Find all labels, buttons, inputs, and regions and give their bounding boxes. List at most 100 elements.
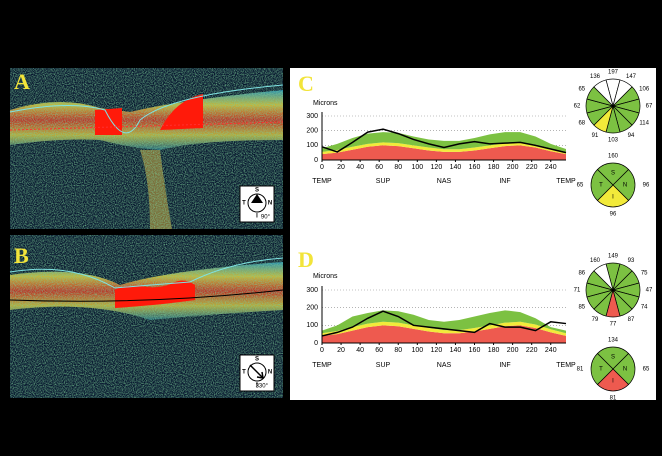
norm-band bbox=[322, 132, 566, 152]
x-tick-label: 180 bbox=[488, 347, 500, 354]
x-tick-label: 80 bbox=[394, 164, 402, 171]
quadrant-value: 81 bbox=[610, 396, 617, 402]
quadrant-sector bbox=[596, 346, 630, 370]
x-tick-label: 0 bbox=[320, 347, 324, 354]
clock-value: 160 bbox=[590, 258, 601, 264]
clock-sector bbox=[593, 263, 614, 292]
panel-letter: D bbox=[298, 247, 314, 272]
compass-label: N bbox=[268, 201, 272, 207]
clock-value: 62 bbox=[574, 104, 581, 110]
quadrant-value: 65 bbox=[643, 367, 650, 373]
y-tick-label: 100 bbox=[306, 142, 318, 149]
x-tick-label: 120 bbox=[431, 347, 443, 354]
x-tick-label: 40 bbox=[356, 164, 364, 171]
norm-band bbox=[322, 145, 566, 160]
scan-angle: 90° bbox=[261, 215, 271, 221]
y-tick-label: 200 bbox=[306, 305, 318, 312]
thickness-line bbox=[321, 310, 567, 337]
clock-sector bbox=[593, 79, 614, 108]
x-tick-label: 200 bbox=[507, 164, 519, 171]
quadrant-value: 134 bbox=[608, 338, 619, 344]
y-tick-label: 300 bbox=[306, 113, 318, 120]
x-tick-label: 40 bbox=[356, 347, 364, 354]
quadrant-letter: T bbox=[599, 183, 603, 189]
y-axis-label: Microns bbox=[313, 100, 338, 107]
x-tick-label: 140 bbox=[450, 347, 462, 354]
x-tick-label: 160 bbox=[469, 347, 481, 354]
quadrant-letter: S bbox=[611, 354, 615, 360]
region-label: NAS bbox=[437, 178, 452, 185]
x-tick-label: 240 bbox=[545, 347, 557, 354]
quadrant-sector bbox=[590, 168, 614, 202]
oct-scan-b bbox=[9, 235, 284, 398]
region-label: SUP bbox=[376, 178, 391, 185]
region-label: SUP bbox=[376, 362, 391, 369]
y-tick-label: 300 bbox=[306, 287, 318, 294]
compass-label: S bbox=[255, 188, 259, 194]
y-tick-label: 200 bbox=[306, 128, 318, 135]
y-axis-label: Microns bbox=[313, 273, 338, 280]
region-label: INF bbox=[499, 178, 510, 185]
quadrant-letter: N bbox=[623, 183, 627, 189]
x-tick-label: 100 bbox=[411, 164, 423, 171]
region-label: TEMP bbox=[312, 362, 332, 369]
quadrant-value: 160 bbox=[608, 154, 619, 160]
quadrant-sector bbox=[612, 352, 636, 386]
clock-value: 147 bbox=[626, 74, 637, 80]
quadrant-sector bbox=[596, 162, 630, 186]
quadrant-sector bbox=[590, 352, 614, 386]
clock-value: 149 bbox=[608, 254, 619, 260]
oct-scan-a bbox=[9, 68, 284, 229]
x-tick-label: 20 bbox=[337, 164, 345, 171]
region-label: NAS bbox=[437, 362, 452, 369]
quadrant-letter: S bbox=[611, 170, 615, 176]
region-label: INF bbox=[499, 362, 510, 369]
compass-label: I bbox=[256, 383, 258, 389]
norm-band bbox=[322, 321, 566, 336]
clock-value: 91 bbox=[592, 133, 599, 139]
quadrant-letter: I bbox=[612, 379, 614, 385]
quadrant-value: 96 bbox=[643, 183, 650, 189]
x-tick-label: 220 bbox=[526, 164, 538, 171]
x-tick-label: 20 bbox=[337, 347, 345, 354]
region-label: TEMP bbox=[312, 178, 332, 185]
x-tick-label: 100 bbox=[411, 347, 423, 354]
quadrant-sector bbox=[596, 184, 630, 208]
x-tick-label: 240 bbox=[545, 164, 557, 171]
quadrant-letter: I bbox=[612, 195, 614, 201]
clock-value: 65 bbox=[578, 87, 585, 93]
clock-value: 94 bbox=[628, 133, 635, 139]
clock-value: 136 bbox=[590, 74, 601, 80]
compass-label: N bbox=[268, 370, 272, 376]
clock-value: 67 bbox=[646, 104, 653, 110]
clock-value: 197 bbox=[608, 70, 619, 76]
x-tick-label: 80 bbox=[394, 347, 402, 354]
clock-value: 93 bbox=[628, 258, 635, 264]
x-tick-label: 60 bbox=[375, 164, 383, 171]
x-tick-label: 220 bbox=[526, 347, 538, 354]
quadrant-sector bbox=[612, 168, 636, 202]
clock-value: 77 bbox=[610, 322, 617, 328]
panel-letter: C bbox=[298, 71, 314, 96]
region-label: TEMP bbox=[556, 362, 576, 369]
x-tick-label: 160 bbox=[469, 164, 481, 171]
compass-label: T bbox=[242, 201, 246, 207]
region-label: TEMP bbox=[556, 178, 576, 185]
quadrant-letter: N bbox=[623, 367, 627, 373]
quadrant-letter: T bbox=[599, 367, 603, 373]
quadrant-value: 96 bbox=[610, 212, 617, 218]
clock-value: 85 bbox=[578, 305, 585, 311]
quadrant-sector bbox=[596, 368, 630, 392]
panel-letter: A bbox=[14, 69, 30, 94]
clock-value: 68 bbox=[578, 121, 585, 127]
clock-value: 106 bbox=[639, 87, 650, 93]
clock-value: 103 bbox=[608, 138, 619, 144]
thickness-line bbox=[321, 128, 567, 154]
clock-value: 87 bbox=[628, 317, 635, 323]
clock-value: 47 bbox=[646, 288, 653, 294]
y-tick-label: 100 bbox=[306, 322, 318, 329]
clock-value: 71 bbox=[574, 288, 581, 294]
quadrant-value: 65 bbox=[577, 183, 584, 189]
norm-band bbox=[322, 142, 566, 155]
